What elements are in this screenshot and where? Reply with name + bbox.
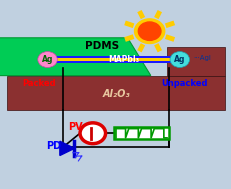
Circle shape xyxy=(138,22,160,40)
Text: Unpacked: Unpacked xyxy=(161,79,207,88)
Bar xyxy=(113,127,169,139)
Polygon shape xyxy=(60,141,74,156)
Polygon shape xyxy=(0,38,150,76)
Circle shape xyxy=(38,52,57,67)
Bar xyxy=(49,56,180,63)
Text: ···AgI: ···AgI xyxy=(193,55,211,61)
Bar xyxy=(49,58,180,61)
Text: PDMS: PDMS xyxy=(85,41,119,51)
Circle shape xyxy=(80,123,105,144)
Text: Ag: Ag xyxy=(173,55,185,64)
Circle shape xyxy=(169,52,189,67)
Circle shape xyxy=(134,19,164,43)
Text: Al₂O₃: Al₂O₃ xyxy=(102,89,129,98)
Text: MAPbI₃: MAPbI₃ xyxy=(108,55,139,64)
Polygon shape xyxy=(166,47,224,76)
Polygon shape xyxy=(7,76,224,110)
Text: Packed: Packed xyxy=(23,79,56,88)
Text: PV: PV xyxy=(68,122,82,132)
Text: Ag: Ag xyxy=(42,55,53,64)
Text: PD: PD xyxy=(46,141,61,150)
Bar xyxy=(49,56,180,63)
